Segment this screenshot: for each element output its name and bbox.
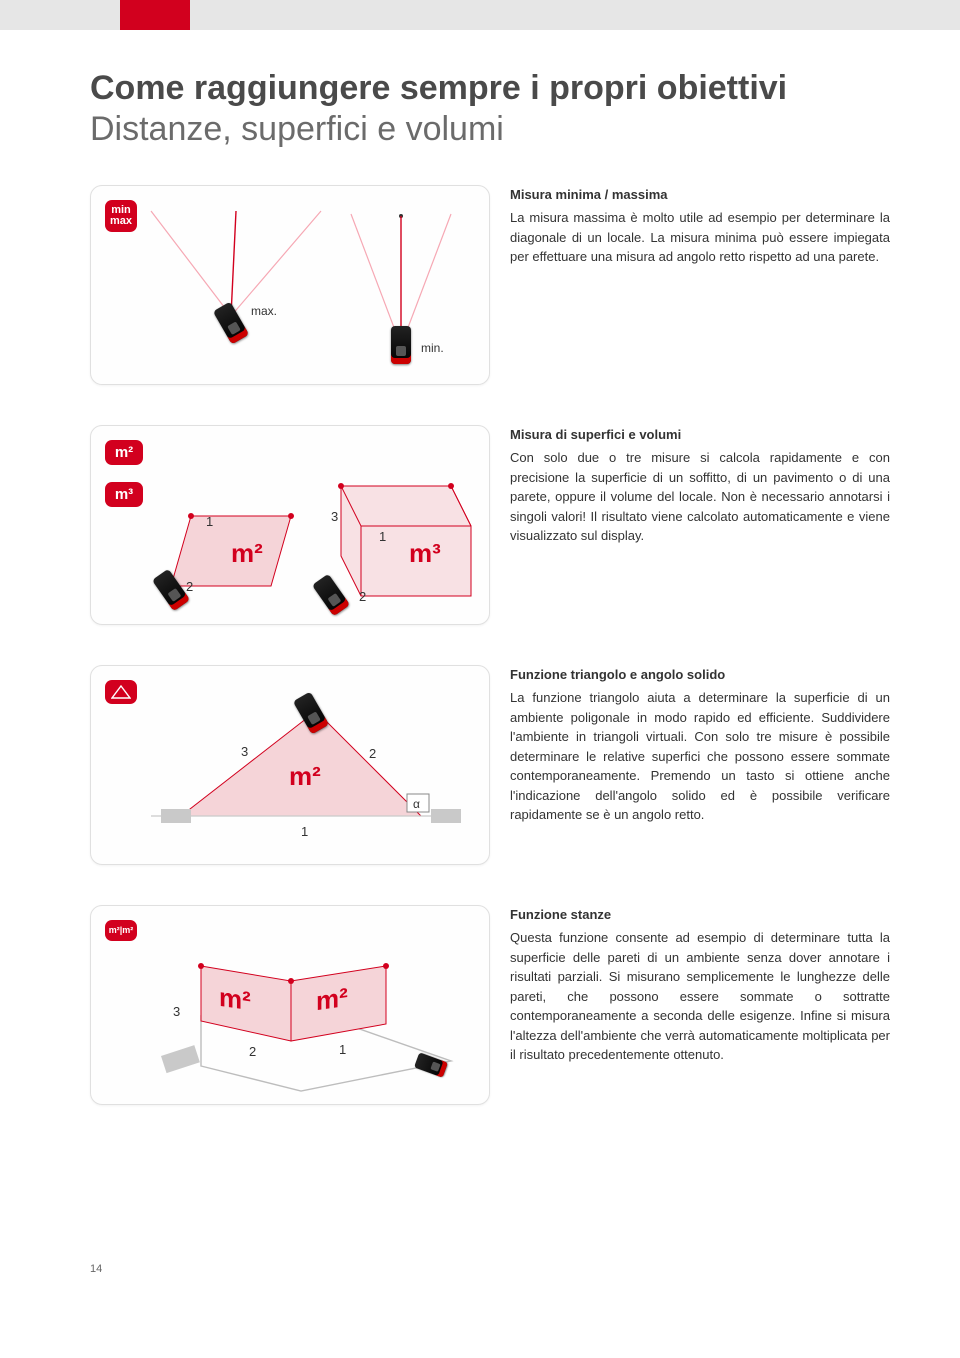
label-min: min. — [421, 341, 444, 355]
diagram-triangle: 3 2 1 α m² — [90, 665, 490, 865]
mark-m2-triangle: m² — [289, 761, 321, 792]
text-area-volume: Misura di superfici e volumi Con solo du… — [510, 425, 890, 546]
diagram-area-volume: m² m³ 1 2 3 1 2 — [90, 425, 490, 625]
section-area-volume: m² m³ 1 2 3 1 2 — [90, 425, 890, 625]
text-minmax: Misura minima / massima La misura massim… — [510, 185, 890, 267]
area-volume-svg: 1 2 3 1 2 — [91, 426, 491, 626]
text-triangle: Funzione triangolo e angolo solido La fu… — [510, 665, 890, 825]
svg-text:1: 1 — [379, 529, 386, 544]
heading-area-volume: Misura di superfici e volumi — [510, 425, 890, 445]
svg-text:3: 3 — [331, 509, 338, 524]
diagram-minmax: min max max. min. — [90, 185, 490, 385]
minmax-svg — [91, 186, 491, 386]
page-title: Come raggiungere sempre i propri obietti… — [90, 70, 890, 107]
body-triangle: La funzione triangolo aiuta a determinar… — [510, 688, 890, 825]
diagram-rooms: m²|m² 3 2 1 m² m² — [90, 905, 490, 1105]
text-rooms: Funzione stanze Questa funzione consente… — [510, 905, 890, 1065]
mark-m3: m³ — [409, 538, 441, 569]
label-max: max. — [251, 304, 277, 318]
svg-text:2: 2 — [249, 1044, 256, 1059]
svg-text:3: 3 — [173, 1004, 180, 1019]
heading-triangle: Funzione triangolo e angolo solido — [510, 665, 890, 685]
mark-m2: m² — [231, 538, 263, 569]
heading-rooms: Funzione stanze — [510, 905, 890, 925]
svg-text:α: α — [413, 797, 420, 811]
page-number: 14 — [90, 1263, 102, 1275]
brand-tab — [120, 0, 190, 30]
svg-text:2: 2 — [186, 579, 193, 594]
svg-text:2: 2 — [369, 746, 376, 761]
top-bar — [0, 0, 960, 30]
mark-m2-b: m² — [316, 982, 348, 1017]
svg-text:3: 3 — [241, 744, 248, 759]
section-triangle: 3 2 1 α m² Funzione triangolo e angolo s… — [90, 665, 890, 865]
section-minmax: min max max. min. Misura minima / massi — [90, 185, 890, 385]
device-icon — [391, 326, 411, 364]
body-area-volume: Con solo due o tre misure si calcola rap… — [510, 448, 890, 546]
heading-minmax: Misura minima / massima — [510, 185, 890, 205]
body-rooms: Questa funzione consente ad esempio di d… — [510, 928, 890, 1065]
rooms-svg: 3 2 1 — [91, 906, 491, 1106]
body-minmax: La misura massima è molto utile ad esemp… — [510, 208, 890, 267]
svg-text:1: 1 — [301, 824, 308, 839]
mark-m2-a: m² — [219, 982, 251, 1017]
svg-text:1: 1 — [206, 514, 213, 529]
page-subtitle: Distanze, superfici e volumi — [90, 111, 890, 148]
svg-text:2: 2 — [359, 589, 366, 604]
svg-text:1: 1 — [339, 1042, 346, 1057]
section-rooms: m²|m² 3 2 1 m² m² Funzione stanze Questa — [90, 905, 890, 1105]
page-content: Come raggiungere sempre i propri obietti… — [0, 30, 960, 1185]
